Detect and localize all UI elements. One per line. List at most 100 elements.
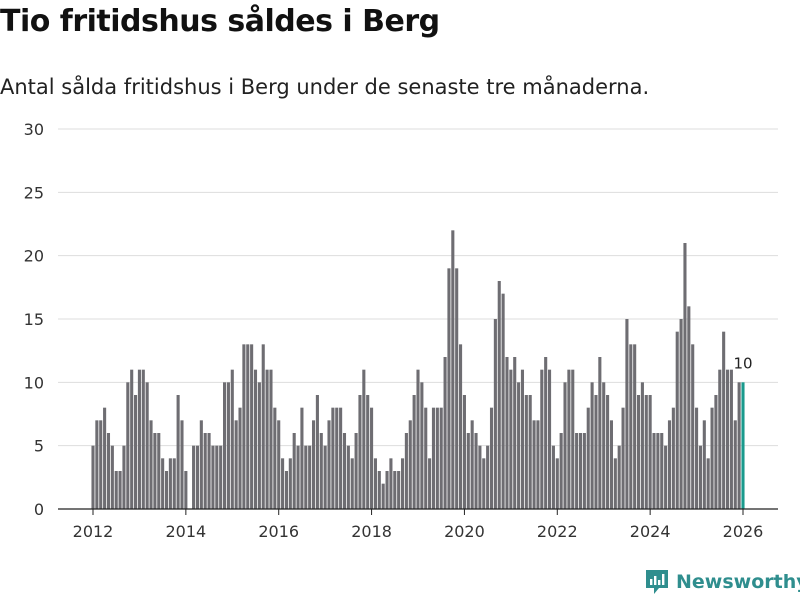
bar — [571, 369, 575, 509]
bar — [354, 433, 358, 509]
bar — [714, 395, 718, 509]
bar — [687, 306, 691, 509]
bar — [420, 382, 424, 509]
bar — [706, 458, 710, 509]
x-tick-label: 2022 — [537, 522, 578, 541]
bar — [118, 471, 122, 509]
bar — [594, 395, 598, 509]
bar — [234, 420, 238, 509]
bar — [358, 395, 362, 509]
bar — [284, 471, 288, 509]
bar — [671, 407, 675, 509]
x-tick-label: 2016 — [258, 522, 299, 541]
bar — [679, 319, 683, 509]
bar — [447, 268, 451, 509]
bar — [733, 420, 737, 509]
bar — [126, 382, 130, 509]
bar — [489, 407, 494, 509]
bar — [261, 344, 265, 509]
bar — [246, 344, 250, 509]
bar — [400, 458, 405, 509]
bar — [513, 357, 517, 509]
bar — [335, 407, 339, 509]
bar — [350, 458, 354, 509]
bar — [242, 344, 246, 509]
bar — [439, 407, 443, 509]
x-tick-label: 2012 — [73, 522, 114, 541]
newsworthy-logo-icon — [646, 570, 668, 594]
bar — [311, 420, 316, 509]
bar — [416, 369, 420, 509]
bar — [551, 445, 555, 509]
bar — [342, 433, 347, 509]
bar — [474, 433, 478, 509]
bar — [451, 230, 455, 510]
bar — [718, 369, 722, 509]
bar — [269, 369, 273, 509]
bar — [517, 382, 521, 509]
bar — [548, 369, 552, 509]
bar — [219, 445, 223, 509]
bar — [602, 382, 606, 509]
bar — [308, 445, 312, 509]
bar — [648, 395, 652, 509]
bar — [250, 344, 254, 509]
bar — [636, 395, 641, 509]
bar — [137, 369, 141, 509]
bar — [582, 433, 586, 509]
bar — [520, 369, 525, 509]
bar — [130, 369, 134, 509]
bar — [134, 395, 138, 509]
bar — [164, 471, 169, 509]
bar — [404, 433, 408, 509]
bar — [540, 369, 544, 509]
bar — [470, 420, 474, 509]
bar — [199, 420, 203, 509]
bar — [625, 319, 629, 509]
bar — [385, 471, 389, 509]
bar — [737, 382, 741, 509]
bar — [211, 445, 215, 509]
bar — [381, 483, 385, 509]
bar — [509, 369, 513, 509]
bar — [95, 420, 99, 509]
bar — [501, 293, 505, 509]
bar — [431, 407, 436, 509]
bar — [528, 395, 532, 509]
y-tick-label: 20 — [24, 247, 44, 266]
bar — [667, 420, 672, 509]
y-tick-label: 10 — [24, 373, 44, 392]
bar — [486, 445, 490, 509]
bar — [397, 471, 401, 509]
brand-name: Newsworthy — [676, 571, 800, 593]
x-tick-label: 2020 — [444, 522, 485, 541]
bar — [455, 268, 459, 509]
bar — [729, 369, 733, 509]
newsworthy-logo[interactable]: Newsworthy — [644, 568, 800, 596]
bar — [215, 445, 219, 509]
bar — [675, 331, 679, 509]
bar-chart: 0 5 10 15 20 25 30 2012 2014 2016 2018 2020 2022 2024… — [24, 120, 778, 541]
bar — [323, 445, 327, 509]
bar — [536, 420, 540, 509]
bar — [319, 433, 323, 509]
bar — [544, 357, 548, 509]
bar — [408, 420, 412, 509]
bar — [482, 458, 486, 509]
y-tick-label: 25 — [24, 183, 44, 202]
bar — [339, 407, 343, 509]
x-tick-label: 2024 — [630, 522, 671, 541]
bar — [598, 357, 602, 509]
bar — [110, 445, 114, 509]
bar — [114, 471, 118, 509]
bar — [683, 243, 687, 509]
bar — [725, 369, 730, 509]
bar — [300, 407, 304, 509]
bar — [91, 445, 95, 509]
bar — [559, 433, 563, 509]
bar — [478, 445, 482, 509]
bar — [180, 420, 184, 509]
bar — [606, 395, 610, 509]
bar — [281, 458, 285, 509]
bar — [575, 433, 579, 509]
